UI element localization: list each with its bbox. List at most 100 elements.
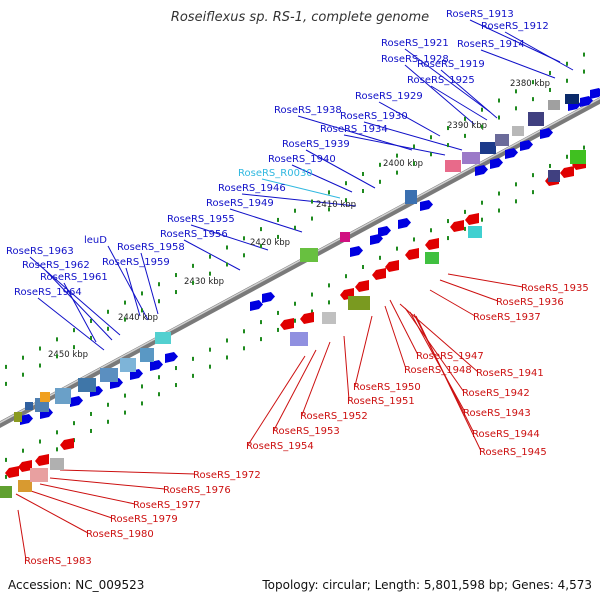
forward-gene-label: RoseRS_1930 [340, 111, 408, 122]
reverse-gene-arrow [300, 312, 314, 324]
forward-gene-label: RoseRS_1929 [355, 91, 423, 102]
kbp-ticks: 2380 kbp 2390 kbp 2400 kbp 2410 kbp 2420 kbp… [5, 52, 585, 479]
forward-gene-label: RoseRS_1962 [22, 260, 90, 271]
tick-mark [260, 320, 262, 325]
tick-mark [328, 283, 330, 288]
tick-mark [566, 61, 568, 66]
forward-gene-arrow [398, 218, 411, 229]
tick-mark [73, 328, 75, 333]
tick-mark [413, 144, 415, 149]
tick-mark [294, 318, 296, 323]
tick-mark [243, 346, 245, 351]
tick-mark [328, 300, 330, 305]
tick-mark [379, 255, 381, 260]
forward-gene-label: RoseRS_1913 [446, 9, 514, 20]
tick-mark [260, 227, 262, 232]
gene-block [548, 100, 560, 110]
kbp-tick-label: 2390 kbp [447, 121, 487, 131]
gene-block [528, 112, 544, 126]
tick-mark [124, 317, 126, 322]
leader-line [440, 69, 498, 119]
forward-gene-label: RoseRS_R0030 [238, 168, 313, 179]
tick-mark [209, 364, 211, 369]
gene-block [468, 226, 482, 238]
leader-line [409, 311, 466, 413]
gene-block [348, 296, 370, 310]
gene-block [462, 152, 480, 164]
tick-mark [141, 384, 143, 389]
tick-mark [328, 207, 330, 212]
tick-mark [566, 154, 568, 159]
leader-line [504, 31, 574, 71]
leader-line [480, 49, 556, 79]
tick-mark [192, 280, 194, 285]
reverse-gene-label: RoseRS_1943 [463, 408, 531, 419]
tick-mark [498, 191, 500, 196]
reverse-gene-arrow [405, 248, 419, 260]
tick-mark [447, 143, 449, 148]
reverse-gene-arrow [425, 238, 439, 250]
tick-mark [294, 208, 296, 213]
leader-line [384, 305, 407, 370]
forward-gene-label: RoseRS_1914 [457, 39, 525, 50]
gene-block [570, 150, 586, 164]
reverse-gene-label: RoseRS_1952 [300, 411, 368, 422]
reverse-gene-label: RoseRS_1942 [462, 388, 530, 399]
forward-gene-label: RoseRS_1963 [6, 246, 74, 257]
leader-line [140, 252, 159, 315]
tick-mark [583, 69, 585, 74]
tick-mark [39, 363, 41, 368]
tick-mark [430, 228, 432, 233]
forward-gene-label: RoseRS_1928 [381, 54, 449, 65]
tick-mark [481, 217, 483, 222]
tick-mark [141, 401, 143, 406]
reverse-gene-label: RoseRS_1947 [416, 351, 484, 362]
tick-mark [464, 116, 466, 121]
gene-block [495, 134, 509, 146]
tick-mark [192, 373, 194, 378]
forward-gene-label: RoseRS_1946 [218, 183, 286, 194]
tick-mark [515, 106, 517, 111]
tick-mark [549, 87, 551, 92]
tick-mark [379, 179, 381, 184]
tick-mark [498, 208, 500, 213]
tick-mark [22, 355, 24, 360]
reverse-gene-label: RoseRS_1945 [479, 447, 547, 458]
forward-gene-arrow [580, 96, 593, 107]
tick-mark [583, 145, 585, 150]
tick-mark [73, 345, 75, 350]
tick-mark [277, 234, 279, 239]
tick-mark [192, 263, 194, 268]
gene-block [512, 126, 524, 136]
gene-block [140, 348, 154, 362]
reverse-gene-arrow [60, 438, 74, 450]
tick-mark [158, 299, 160, 304]
gene-block [0, 486, 12, 498]
tick-mark [549, 70, 551, 75]
leader-line [17, 509, 27, 561]
leader-line [27, 489, 113, 519]
tick-mark [498, 115, 500, 120]
accession-text: Accession: NC_009523 [8, 578, 145, 592]
tick-mark [362, 189, 364, 193]
tick-mark [226, 355, 228, 360]
tick-mark [226, 338, 228, 343]
tick-mark [311, 309, 313, 314]
reverse-gene-label: RoseRS_1950 [353, 382, 421, 393]
reverse-gene-arrow [5, 466, 19, 478]
tick-mark [294, 225, 296, 230]
tick-mark [379, 162, 381, 167]
forward-gene-label: RoseRS_1939 [282, 139, 350, 150]
tick-mark [583, 52, 585, 57]
label-leader-lines [15, 19, 574, 561]
tick-mark [141, 308, 143, 313]
leader-line [415, 315, 482, 452]
forward-gene-arrow [370, 234, 383, 245]
tick-mark [447, 126, 449, 131]
leader-line [29, 256, 121, 336]
leader-line [363, 121, 463, 151]
tick-mark [141, 291, 143, 296]
forward-gene-arrow [350, 246, 363, 257]
forward-gene-arrow [420, 200, 433, 211]
